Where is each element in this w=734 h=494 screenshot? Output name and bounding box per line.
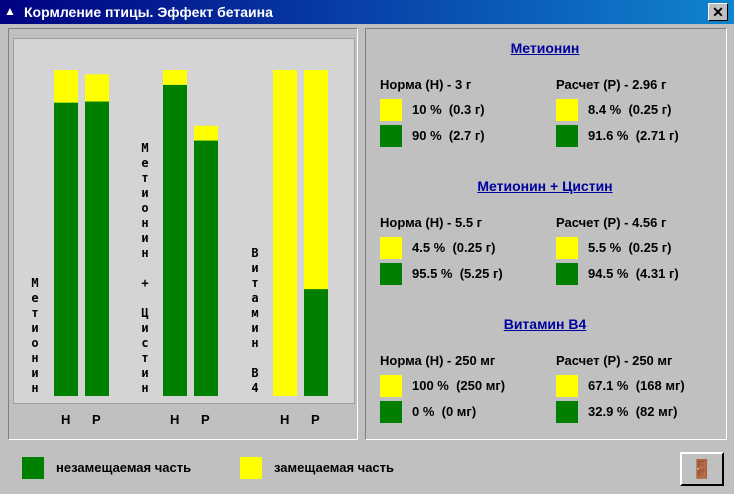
share-label: 4.5 % (0.25 г) <box>412 240 496 255</box>
bar-label: Н <box>61 412 71 427</box>
amount-label: Расчет (Р) - 2.96 г <box>556 77 667 92</box>
section-title: Метионин <box>510 40 580 56</box>
bar-segment <box>194 125 218 141</box>
amount-label: Норма (Н) - 3 г <box>380 77 472 92</box>
amount-label: Расчет (Р) - 250 мг <box>556 353 673 368</box>
share-label: 10 % (0.3 г) <box>412 102 485 117</box>
bar-segment <box>54 70 78 103</box>
window-title: Кормление птицы. Эффект бетаина <box>24 4 273 20</box>
bar-segment <box>54 102 78 396</box>
bar-label: Р <box>311 412 320 427</box>
group-label: Метионин <box>28 276 42 396</box>
exit-button[interactable]: 🚪 <box>680 452 724 486</box>
amount-label: Расчет (Р) - 4.56 г <box>556 215 667 230</box>
bar-segment <box>163 70 187 85</box>
app-icon: ▲ <box>4 4 16 18</box>
chart-panel <box>8 28 358 440</box>
legend-swatch <box>240 457 262 479</box>
bar-label: Р <box>92 412 101 427</box>
share-label: 0 % (0 мг) <box>412 404 477 419</box>
bar-label: Н <box>280 412 290 427</box>
share-label: 90 % (2.7 г) <box>412 128 485 143</box>
legend-label: незамещаемая часть <box>56 460 192 475</box>
bar-segment <box>304 70 328 290</box>
group-label: Витамин В4 <box>248 246 262 396</box>
share-label: 67.1 % (168 мг) <box>588 378 685 393</box>
share-label: 32.9 % (82 мг) <box>588 404 678 419</box>
info-panel <box>365 28 727 440</box>
group-label: Метионин + Цистин <box>138 141 152 396</box>
swatch-replaceable <box>556 237 578 259</box>
title-bar <box>0 0 734 24</box>
swatch-replaceable <box>380 99 402 121</box>
bar-segment <box>163 84 187 397</box>
amount-label: Норма (Н) - 5.5 г <box>380 215 483 230</box>
swatch-replaceable <box>556 375 578 397</box>
swatch-replaceable <box>380 237 402 259</box>
share-label: 5.5 % (0.25 г) <box>588 240 672 255</box>
share-label: 8.4 % (0.25 г) <box>588 102 672 117</box>
section-title: Витамин В4 <box>503 316 587 332</box>
share-label: 100 % (250 мг) <box>412 378 506 393</box>
share-label: 95.5 % (5.25 г) <box>412 266 503 281</box>
swatch-nonreplaceable <box>556 263 578 285</box>
bar-label: Р <box>201 412 210 427</box>
swatch-nonreplaceable <box>556 125 578 147</box>
swatch-replaceable <box>556 99 578 121</box>
close-button[interactable]: ✕ <box>708 3 728 21</box>
swatch-nonreplaceable <box>380 401 402 423</box>
swatch-nonreplaceable <box>380 263 402 285</box>
legend-swatch <box>22 457 44 479</box>
bar-segment <box>85 74 109 102</box>
bar-segment <box>85 101 109 396</box>
swatch-nonreplaceable <box>380 125 402 147</box>
share-label: 91.6 % (2.71 г) <box>588 128 679 143</box>
bar-label: Н <box>170 412 180 427</box>
section-title: Метионин + Цистин <box>477 178 613 194</box>
bar-segment <box>304 289 328 396</box>
swatch-replaceable <box>380 375 402 397</box>
bar-segment <box>194 140 218 396</box>
bar-segment <box>273 70 297 396</box>
legend-label: замещаемая часть <box>274 460 395 475</box>
swatch-nonreplaceable <box>556 401 578 423</box>
share-label: 94.5 % (4.31 г) <box>588 266 679 281</box>
amount-label: Норма (Н) - 250 мг <box>380 353 496 368</box>
